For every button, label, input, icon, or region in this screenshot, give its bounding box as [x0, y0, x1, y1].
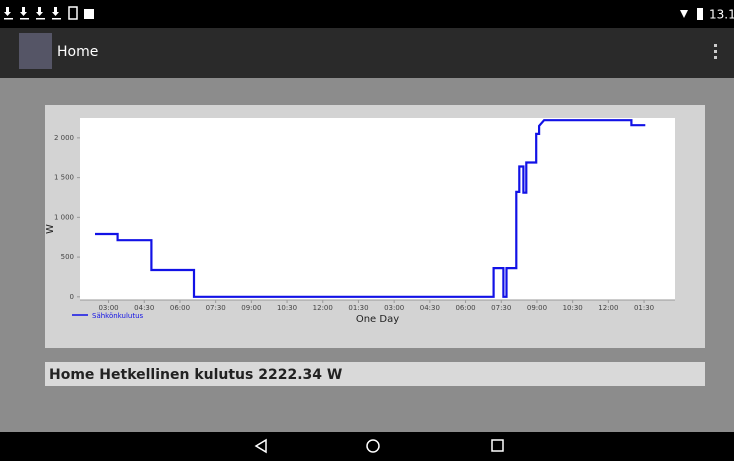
y-axis-label: W [45, 224, 56, 234]
x-tick-label: 04:30 [134, 304, 154, 312]
y-tick-label: 1 500 [54, 174, 74, 182]
plot-area [80, 118, 675, 300]
x-axis-label: One Day [356, 314, 399, 325]
app-icon[interactable] [19, 33, 52, 69]
legend-label: Sähkönkulutus [92, 312, 144, 320]
y-tick-label: 2 000 [54, 134, 74, 142]
chart: 0 500 1 000 1 500 2 000 03:00 04:30 06:00 07:30 0… [45, 119, 675, 325]
x-tick-label: 12:00 [313, 304, 333, 312]
x-tick-label: 06:00 [455, 304, 475, 312]
x-tick-label: 09:00 [527, 304, 547, 312]
status-icons [4, 6, 703, 20]
footer-panel [45, 362, 705, 386]
series-line [95, 119, 646, 298]
x-tick-label: 06:00 [170, 304, 190, 312]
x-tick-label: 12:00 [598, 304, 618, 312]
app-title: Home [57, 44, 98, 60]
x-tick-label: 10:30 [277, 304, 297, 312]
nav-home[interactable] [366, 439, 380, 453]
x-tick-label: 01:30 [634, 304, 654, 312]
x-tick-label: 09:00 [241, 304, 261, 312]
x-tick-label: 07:30 [206, 304, 226, 312]
footer-text: Home Hetkellinen kulutus 2222.34 W [49, 367, 342, 383]
y-tick-label: 0 [70, 293, 74, 301]
x-tick-label: 03:00 [98, 304, 118, 312]
x-tick-label: 07:30 [491, 304, 511, 312]
x-tick-label: 03:00 [384, 304, 404, 312]
y-tick-label: 1 000 [54, 213, 74, 221]
app-bar [0, 28, 734, 78]
x-tick-label: 10:30 [563, 304, 583, 312]
nav-back[interactable] [254, 438, 267, 454]
x-tick-label: 04:30 [420, 304, 440, 312]
status-time: 13.12 [709, 8, 734, 22]
nav-recent[interactable] [491, 439, 504, 452]
y-tick-label: 500 [61, 253, 74, 261]
status-bar [0, 0, 734, 28]
x-tick-label: 01:30 [348, 304, 368, 312]
overflow-menu[interactable] [714, 44, 717, 59]
